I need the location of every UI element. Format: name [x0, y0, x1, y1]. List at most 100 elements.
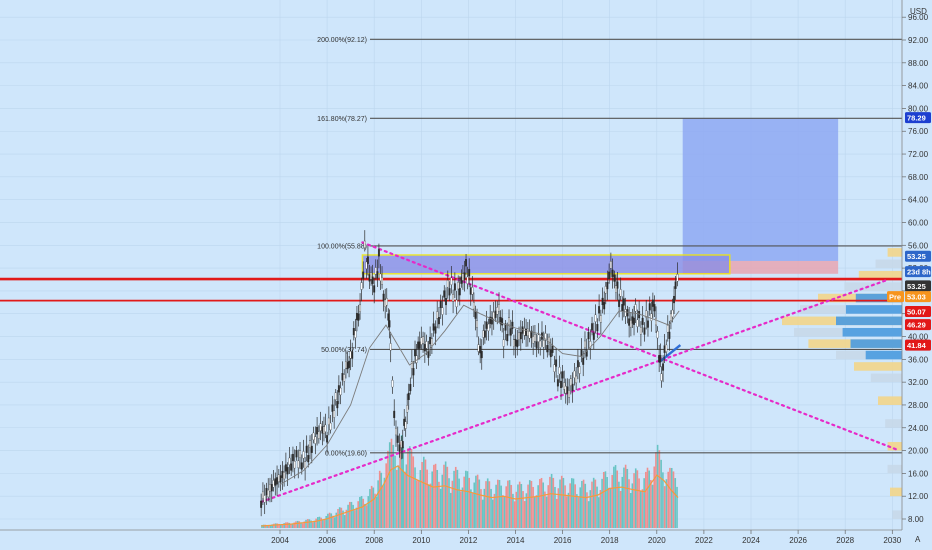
volume-bar — [388, 442, 391, 528]
volume-bar — [495, 484, 497, 528]
volume-bar — [271, 524, 274, 528]
candle-body — [263, 495, 266, 503]
price-badge-bg — [905, 280, 931, 292]
candle-body — [269, 484, 271, 492]
target-box — [682, 118, 839, 261]
candle-body — [349, 351, 352, 359]
candle-body — [261, 491, 264, 499]
volume-bar — [623, 467, 625, 528]
candle-body — [578, 366, 581, 374]
profile-bar — [875, 259, 902, 269]
candle-body — [571, 383, 574, 391]
volume-bar — [458, 478, 460, 528]
candle-body — [443, 290, 446, 298]
candle-body — [563, 382, 566, 390]
volume-bar — [658, 450, 661, 528]
volume-bar — [611, 474, 613, 528]
candle-body — [639, 327, 642, 335]
volume-bar — [473, 482, 476, 528]
volume-bars — [261, 435, 679, 528]
volume-bar — [641, 489, 644, 528]
candle-body — [659, 355, 662, 363]
volume-bar — [387, 450, 389, 528]
volume-bar — [594, 479, 597, 528]
candle-body — [518, 332, 520, 340]
candle-body — [556, 379, 559, 387]
candle-body — [502, 339, 505, 347]
candle-body — [601, 297, 604, 306]
candle-body — [430, 338, 433, 346]
volume-bar — [369, 489, 371, 528]
volume-bar — [645, 471, 647, 528]
candle-body — [314, 436, 317, 444]
candle-body — [666, 325, 669, 333]
candle-body — [604, 286, 607, 294]
candle-body — [647, 320, 649, 328]
volume-bar — [317, 517, 319, 528]
candle-body — [466, 276, 469, 284]
candle-body — [304, 461, 307, 469]
x-tick-label: 2030 — [883, 536, 901, 545]
volume-bar — [354, 510, 356, 528]
volume-bar — [643, 478, 645, 528]
volume-bar — [443, 464, 445, 528]
volume-bar — [449, 492, 452, 528]
volume-bar — [459, 491, 462, 528]
profile-bar — [854, 362, 902, 371]
candle-body — [584, 340, 586, 348]
x-tick-label: 2024 — [742, 536, 760, 545]
volume-bar — [315, 518, 317, 528]
volume-bar — [660, 459, 662, 528]
candle-body — [468, 269, 471, 277]
volume-bar — [613, 466, 615, 528]
candle-body — [542, 340, 545, 348]
volume-bar — [359, 496, 361, 528]
candle-body — [436, 311, 439, 319]
profile-bar — [887, 442, 902, 451]
price-badge: 46.29 — [905, 319, 931, 331]
blue-annotation-line — [658, 344, 682, 364]
candle-body — [549, 349, 552, 358]
fib-level-label: 50.00%(37.74) — [321, 347, 367, 354]
candle-body — [489, 316, 492, 324]
volume-bar — [360, 496, 363, 528]
volume-bar — [385, 463, 387, 528]
candle-body — [260, 500, 263, 508]
volume-bar — [663, 486, 666, 528]
candle-body — [288, 457, 291, 465]
candle-body — [355, 312, 358, 321]
candle-body — [283, 471, 286, 480]
candle-body — [479, 346, 482, 354]
moving-average-line — [279, 304, 680, 486]
candle-body — [334, 392, 337, 400]
price-badge: 53.25 — [905, 250, 931, 262]
volume-bar — [412, 456, 415, 528]
volume-bar — [539, 479, 541, 528]
candle-body — [566, 386, 569, 394]
volume-bar — [628, 479, 630, 528]
candle-body — [368, 274, 371, 282]
candle-body — [382, 293, 385, 301]
volume-bar — [537, 485, 539, 528]
x-tick-label: 2004 — [271, 536, 289, 545]
y-tick-label: 60.00 — [908, 218, 929, 227]
volume-bar — [463, 476, 465, 528]
volume-bar — [422, 456, 425, 528]
volume-bar — [318, 516, 321, 528]
profile-bar — [887, 248, 902, 257]
candle-body — [539, 340, 542, 348]
volume-bar — [291, 524, 294, 528]
volume-bar — [311, 522, 314, 528]
candle-body — [643, 327, 646, 335]
volume-bar — [436, 469, 439, 528]
volume-bar — [410, 448, 413, 528]
volume-bar — [280, 524, 282, 528]
volume-bar — [523, 501, 526, 528]
volume-bar — [584, 483, 587, 528]
volume-bar — [646, 467, 649, 528]
candle-body — [305, 445, 308, 453]
candle-body — [662, 363, 665, 371]
candle-body — [598, 306, 601, 314]
candle-body — [546, 345, 549, 353]
